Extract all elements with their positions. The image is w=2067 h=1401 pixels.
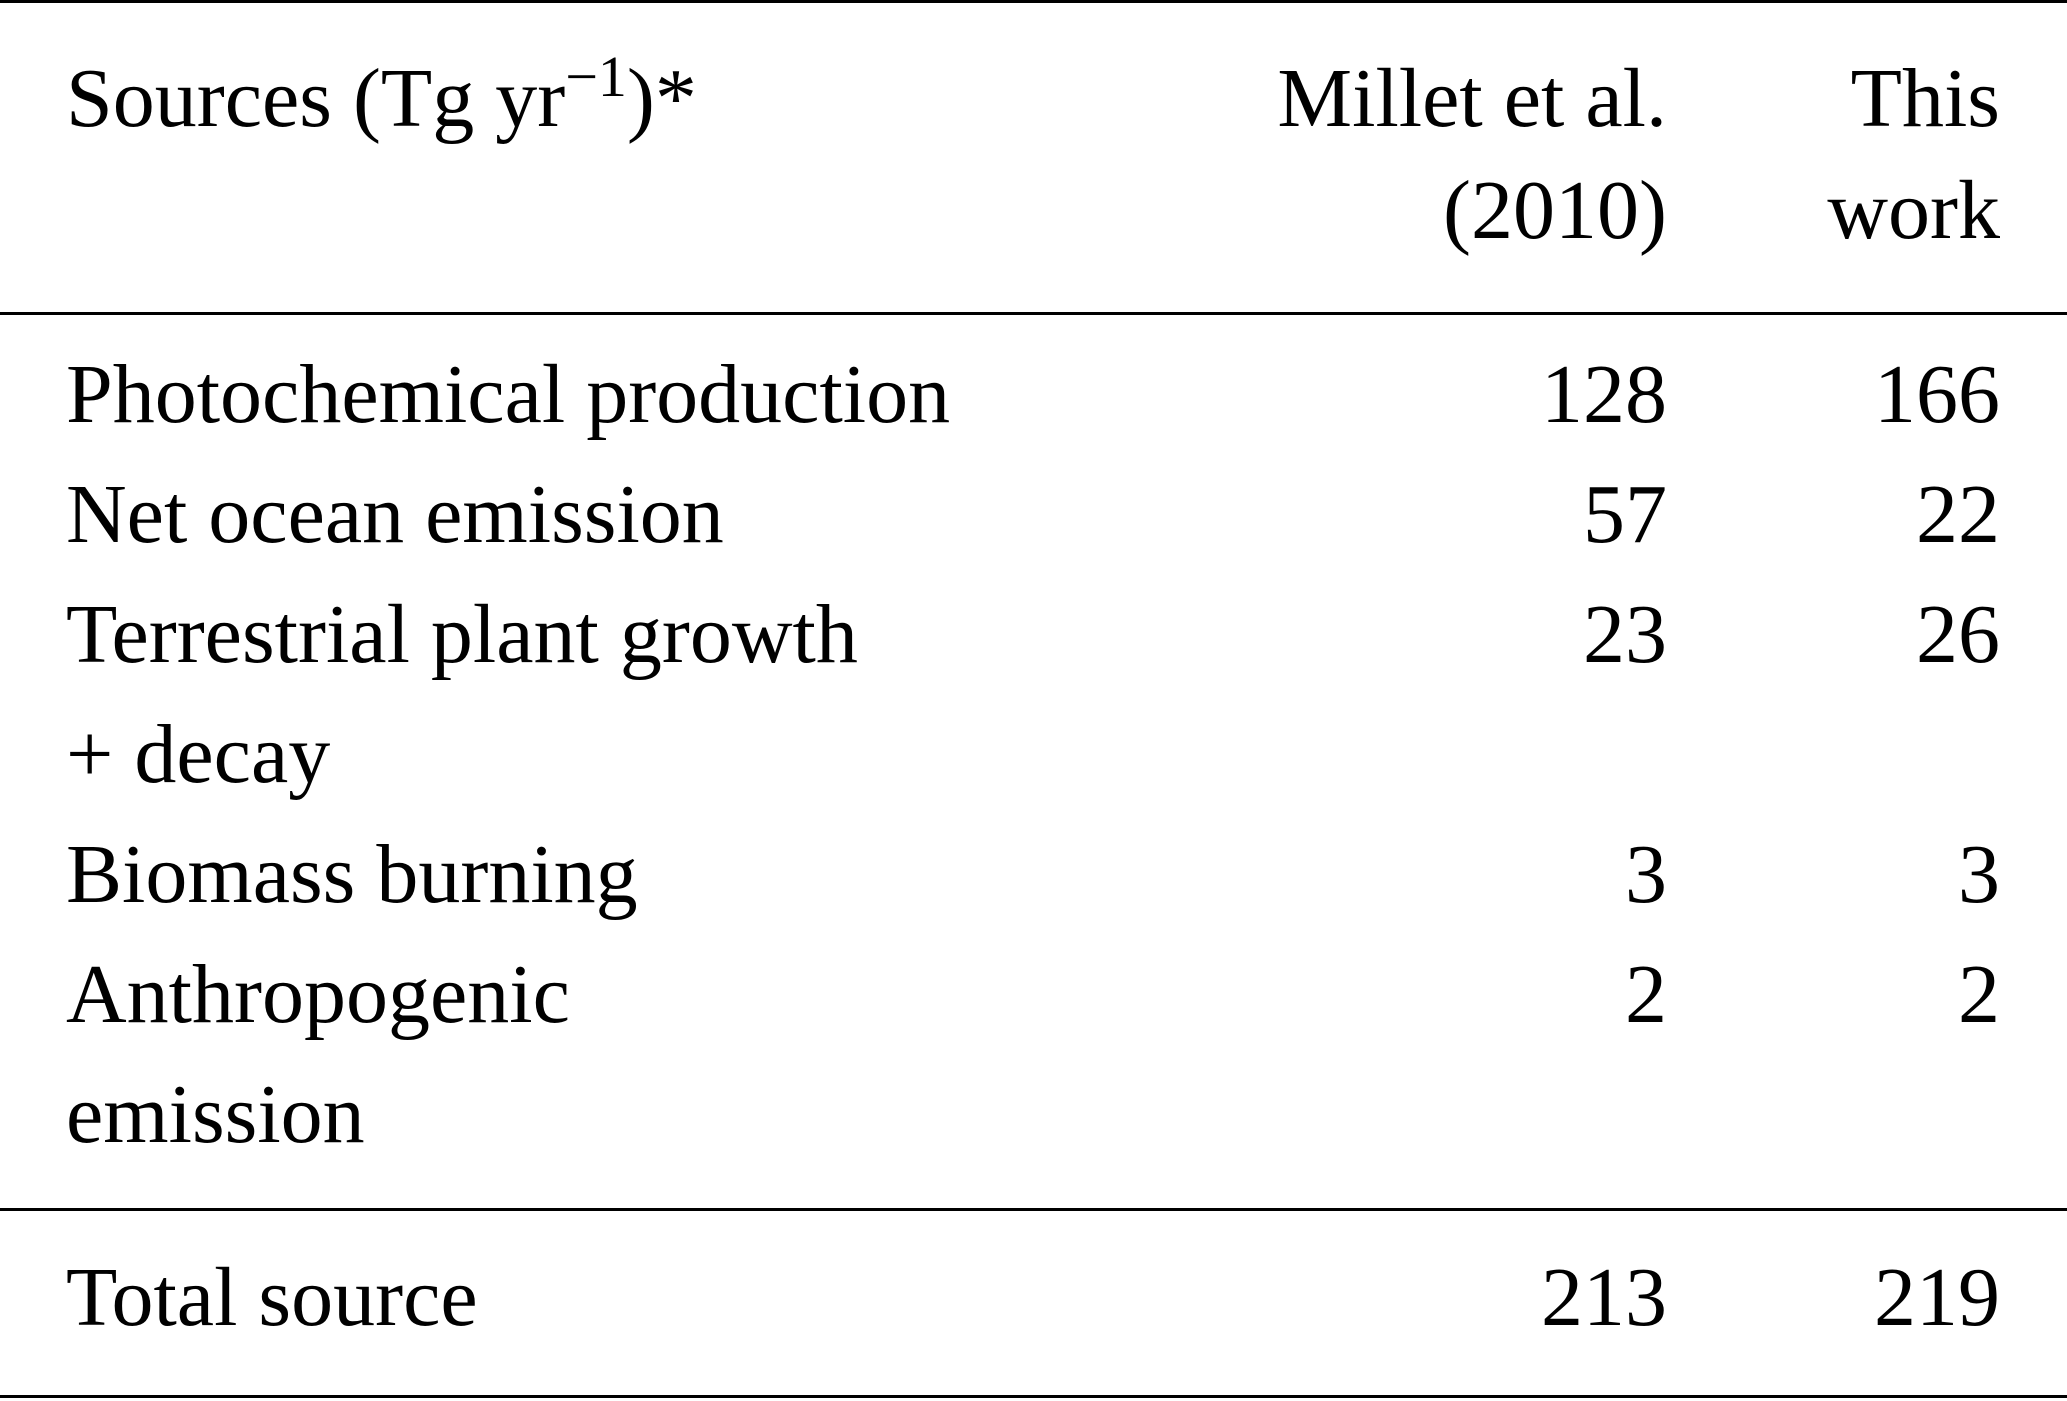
cell-value: 166	[1874, 348, 2000, 441]
top-rule	[0, 0, 2067, 3]
header-text: Sources (Tg yr	[66, 52, 566, 145]
total-label: Total source	[66, 1251, 478, 1344]
column-header: This	[1850, 52, 2000, 145]
row-label: Photochemical production	[66, 348, 951, 441]
row-label: Biomass burning	[66, 828, 638, 921]
cell-value: 57	[1583, 468, 1667, 561]
cell-value: 23	[1583, 588, 1667, 681]
cell-value: 3	[1958, 828, 2000, 921]
column-header: work	[1827, 164, 2000, 257]
cell-value: 2	[1958, 948, 2000, 1041]
header-suffix: )*	[626, 52, 697, 145]
total-value: 219	[1874, 1251, 2000, 1344]
header-superscript: −1	[565, 44, 627, 109]
header-source: Sources (Tg yr−1)*	[66, 39, 697, 159]
row-label: Net ocean emission	[66, 468, 724, 561]
bottom-rule	[0, 1395, 2067, 1398]
column-header: Millet et al.	[1277, 52, 1667, 145]
row-label: emission	[66, 1068, 365, 1161]
cell-value: 22	[1916, 468, 2000, 561]
column-header: (2010)	[1443, 164, 1667, 257]
total-value: 213	[1541, 1251, 1667, 1344]
total-rule	[0, 1208, 2067, 1211]
cell-value: 2	[1625, 948, 1667, 1041]
row-label: Terrestrial plant growth	[66, 588, 858, 681]
row-label: + decay	[66, 708, 331, 801]
cell-value: 128	[1541, 348, 1667, 441]
row-label: Anthropogenic	[66, 948, 570, 1041]
cell-value: 26	[1916, 588, 2000, 681]
cell-value: 3	[1625, 828, 1667, 921]
header-rule	[0, 312, 2067, 315]
